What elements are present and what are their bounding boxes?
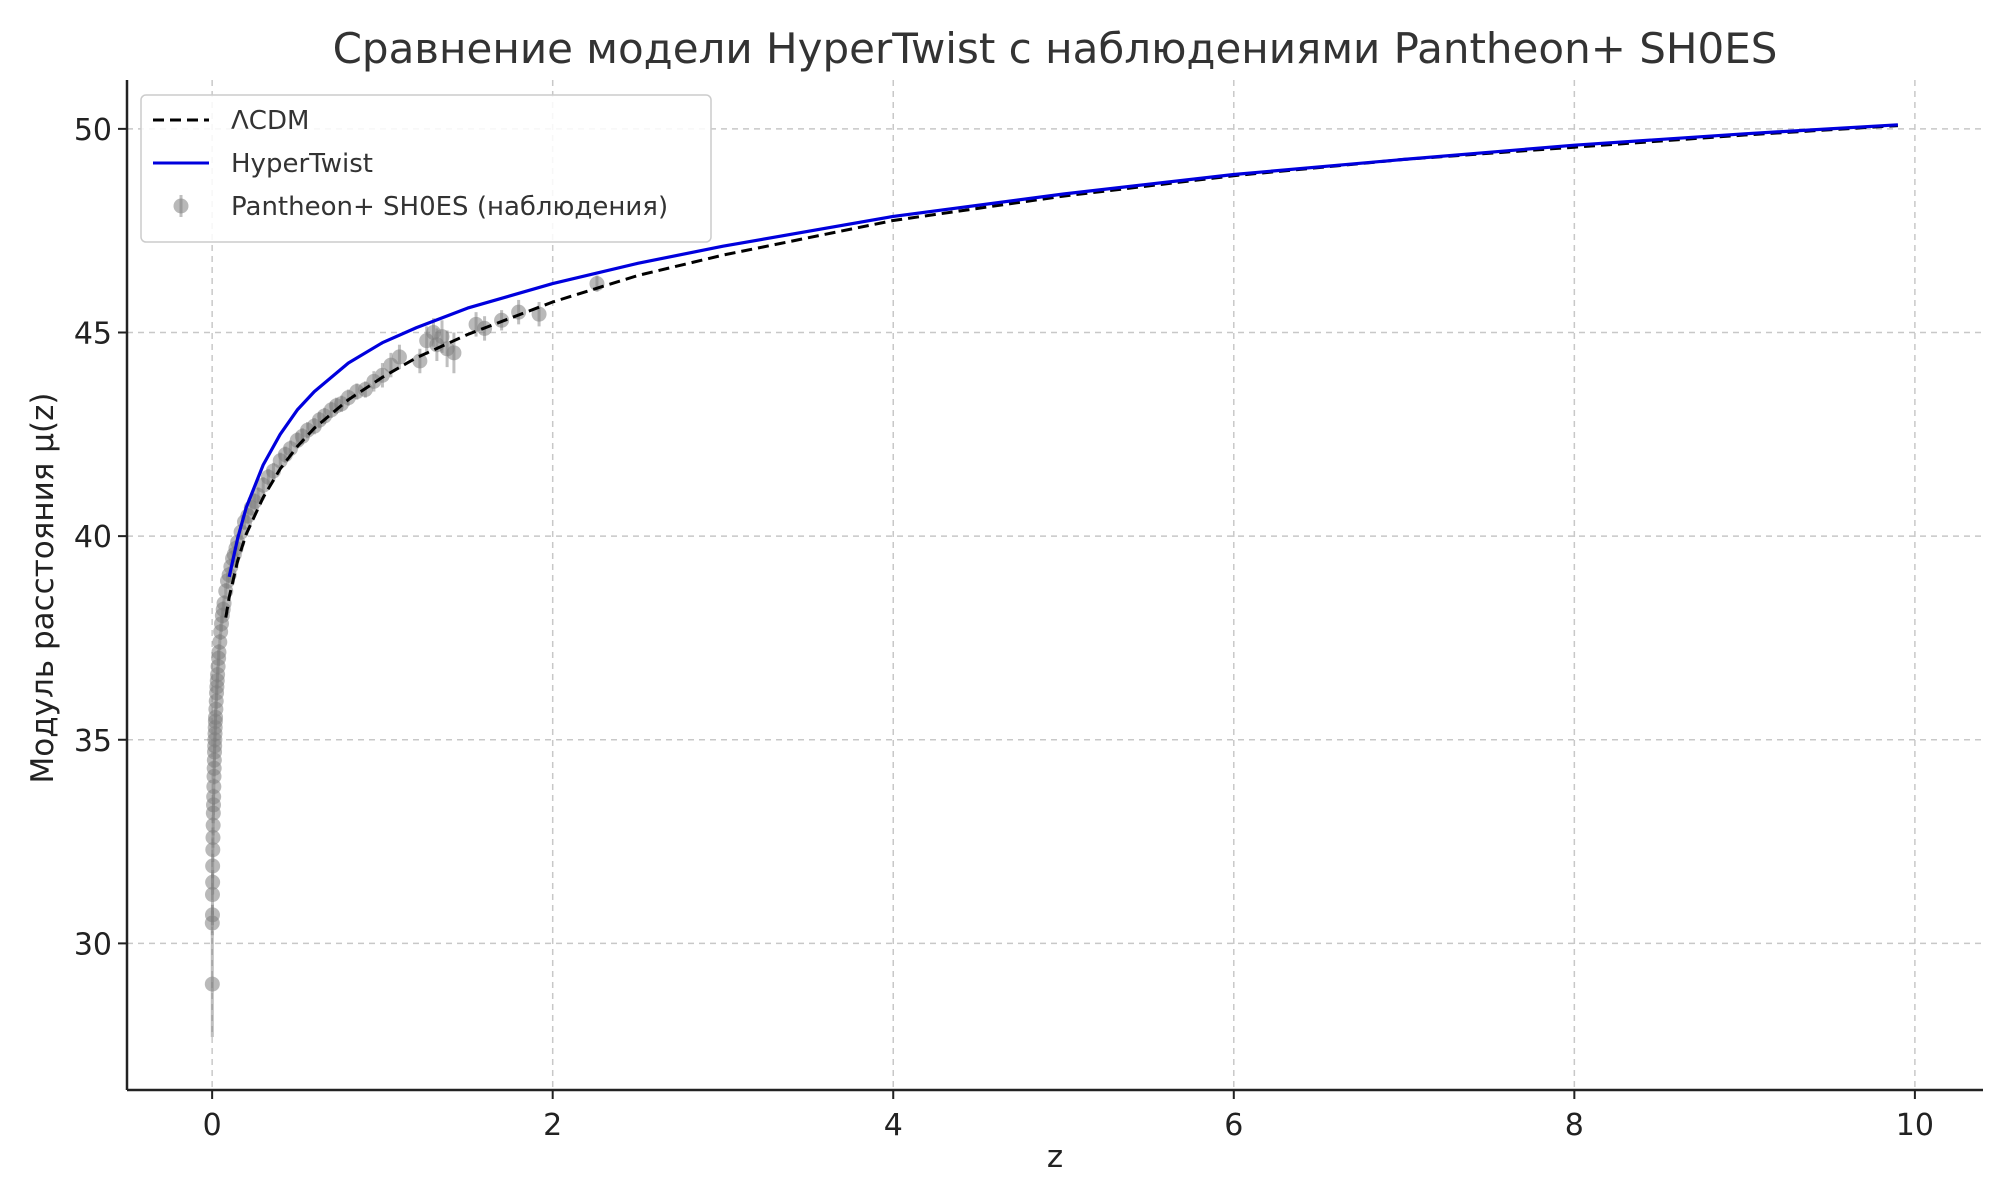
observations-series <box>204 275 605 1038</box>
series-line <box>227 123 1898 578</box>
axes <box>125 80 1983 1092</box>
observation-point <box>446 345 462 361</box>
observation-point <box>391 349 407 365</box>
x-tick-label: 6 <box>1224 1108 1243 1143</box>
legend: ΛCDM HyperTwist Pantheon+ SH0ES (наблюдени… <box>140 94 712 243</box>
observation-point <box>204 976 220 992</box>
observation-point <box>205 842 221 858</box>
ticks: 0 2 4 6 8 10 30 35 40 45 50 <box>74 113 1934 1143</box>
legend-label: Pantheon+ SH0ES (наблюдения) <box>231 192 668 222</box>
observation-point <box>412 353 428 369</box>
x-tick-label: 10 <box>1896 1108 1934 1143</box>
plot-area <box>204 123 1898 1038</box>
observation-point <box>205 874 221 890</box>
y-tick-label: 45 <box>74 317 112 352</box>
legend-marker <box>173 198 189 214</box>
observation-point <box>205 858 221 874</box>
y-axis-label: Модуль расстояния μ(z) <box>25 393 61 784</box>
x-tick-label: 0 <box>203 1108 222 1143</box>
observation-point <box>205 817 221 833</box>
observation-point <box>205 830 221 845</box>
chart-title: Сравнение модели HyperTwist с наблюдения… <box>333 24 1778 73</box>
y-tick-label: 50 <box>74 113 112 148</box>
legend-label: ΛCDM <box>231 106 309 136</box>
x-axis-label: z <box>1047 1139 1063 1175</box>
x-tick-label: 2 <box>543 1108 562 1143</box>
y-tick-label: 40 <box>74 520 112 555</box>
legend-box <box>140 94 712 243</box>
x-tick-label: 8 <box>1565 1108 1584 1143</box>
legend-label: HyperTwist <box>231 149 373 179</box>
x-tick-label: 4 <box>884 1108 903 1143</box>
observation-point <box>531 306 547 322</box>
y-tick-label: 35 <box>74 724 112 759</box>
y-tick-label: 30 <box>74 927 112 962</box>
